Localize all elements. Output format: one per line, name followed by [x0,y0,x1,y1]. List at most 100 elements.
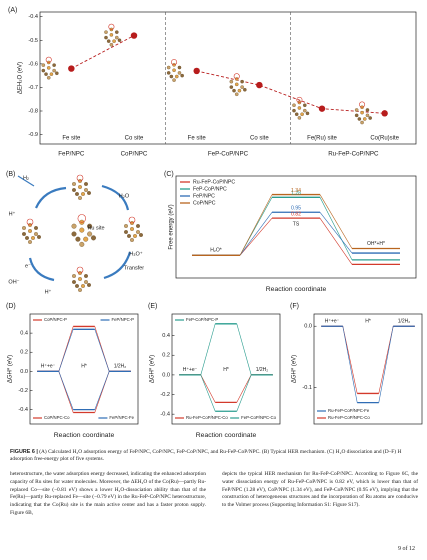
atom [112,39,116,43]
connector [94,329,110,372]
atom [46,66,51,70]
atom [78,185,82,189]
atom [362,117,367,121]
panel-label: (C) [164,171,174,178]
atom [81,192,85,196]
atom [234,92,239,97]
atom [52,68,56,73]
atom [303,103,307,108]
atom [177,65,182,70]
y-tick-label: -0.4 [160,412,170,418]
site-marker [233,73,240,80]
mechanism-label: H⁺ [9,210,16,217]
connector [319,212,353,254]
data-label: 1.34 [291,188,301,194]
panel-b: (B) H₂ H₂O Ru site H⁺ H₃O⁺ Transfer OH⁻ e⁻ H⁺ [6,171,144,296]
plot-frame [171,313,281,425]
atom [240,85,244,89]
atom [243,88,247,92]
legend-label: Ru-FeP-CoP/NPC-Fe [328,408,370,413]
arrow [34,186,67,209]
legend-label: FeP/NPC-Fe [109,415,134,420]
category-label: TS [293,221,300,227]
atom [72,274,76,278]
atom [297,106,302,110]
category-label: H₂O* [210,248,221,254]
atom [72,188,76,192]
mechanism-label: Transfer [124,265,144,271]
y-axis-label: ΔGH* (eV) [292,355,298,383]
atom [360,120,364,125]
arrow [101,184,130,211]
atom [166,65,171,70]
atom [303,108,307,113]
category-label: 1/2H₂ [114,364,127,370]
atom [75,236,81,242]
point [130,32,138,39]
atom [368,116,372,120]
category-label: H* [365,319,371,325]
atom [22,226,26,230]
atom [292,103,296,108]
x-tick-label: Co site [250,136,269,142]
structure-icon [104,23,122,47]
arrow [17,175,35,187]
point [193,67,200,75]
y-axis-label: ΔGH* (eV) [8,355,14,383]
group-label: Ru-FeP-CoP/NPC [328,151,379,158]
x-tick-label: Fe site [62,136,81,142]
panel-f: (F) -0.1 0.0 ΔGH* (eV) H⁺+e⁻ H* 1/2H₂ Ru-FeP-Co… [290,303,423,425]
atom [84,274,88,278]
structures [22,174,143,292]
atom [180,73,184,78]
x-axis-label: Reaction coordinate [196,432,257,439]
atom [109,33,114,37]
y-axis-label: Free energy (eV) [169,204,175,249]
structure-icon [354,101,372,125]
atom [28,229,32,233]
atom [28,240,32,244]
group-label: CoP/NPC [121,151,148,158]
atom [71,223,77,229]
y-tick-label: -0.1 [302,385,312,391]
atom [72,182,76,186]
point [68,65,75,72]
atom [84,280,88,284]
site-marker [77,214,87,223]
plot-frame [39,11,417,145]
atom [115,35,119,40]
data-label: 0.95 [291,206,301,212]
atom [83,236,89,242]
category-label: 1/2H₂ [398,319,411,325]
y-tick-label: -0.5 [28,38,38,44]
site-marker [108,23,115,30]
atom [237,88,242,93]
atom [240,79,244,84]
atom [357,117,362,121]
site-marker [296,96,303,103]
atom [22,232,26,236]
mechanism-label: Ru site [87,225,104,231]
atom [78,196,82,200]
connector [236,374,252,403]
data-label: 1.28 [291,191,301,197]
atom [104,35,108,40]
panel-label: (A) [8,7,17,14]
atom [115,30,119,34]
panel-e: (E) -0.4 -0.2 0.0 0.2 0.4 ΔGH* (eV) Reaction co… [148,303,281,439]
legend-label: Ru-FeP-CoP/NPC [193,179,235,185]
atom [124,230,128,234]
mechanism-label: H₃O⁺ [129,250,142,257]
atom [109,43,114,47]
site-marker [171,59,178,66]
panel-label: (E) [148,303,157,310]
atom [84,188,88,192]
point [318,105,326,112]
atom [360,110,364,115]
atom [52,63,56,67]
legend-label: FeP-CoP/NPC-P [186,317,218,322]
x-tick-label: Co(Ru)site [370,136,399,142]
panel-c: (C) Free energy (eV) Reaction coordinate H₂… [164,171,417,293]
atom [84,182,88,186]
